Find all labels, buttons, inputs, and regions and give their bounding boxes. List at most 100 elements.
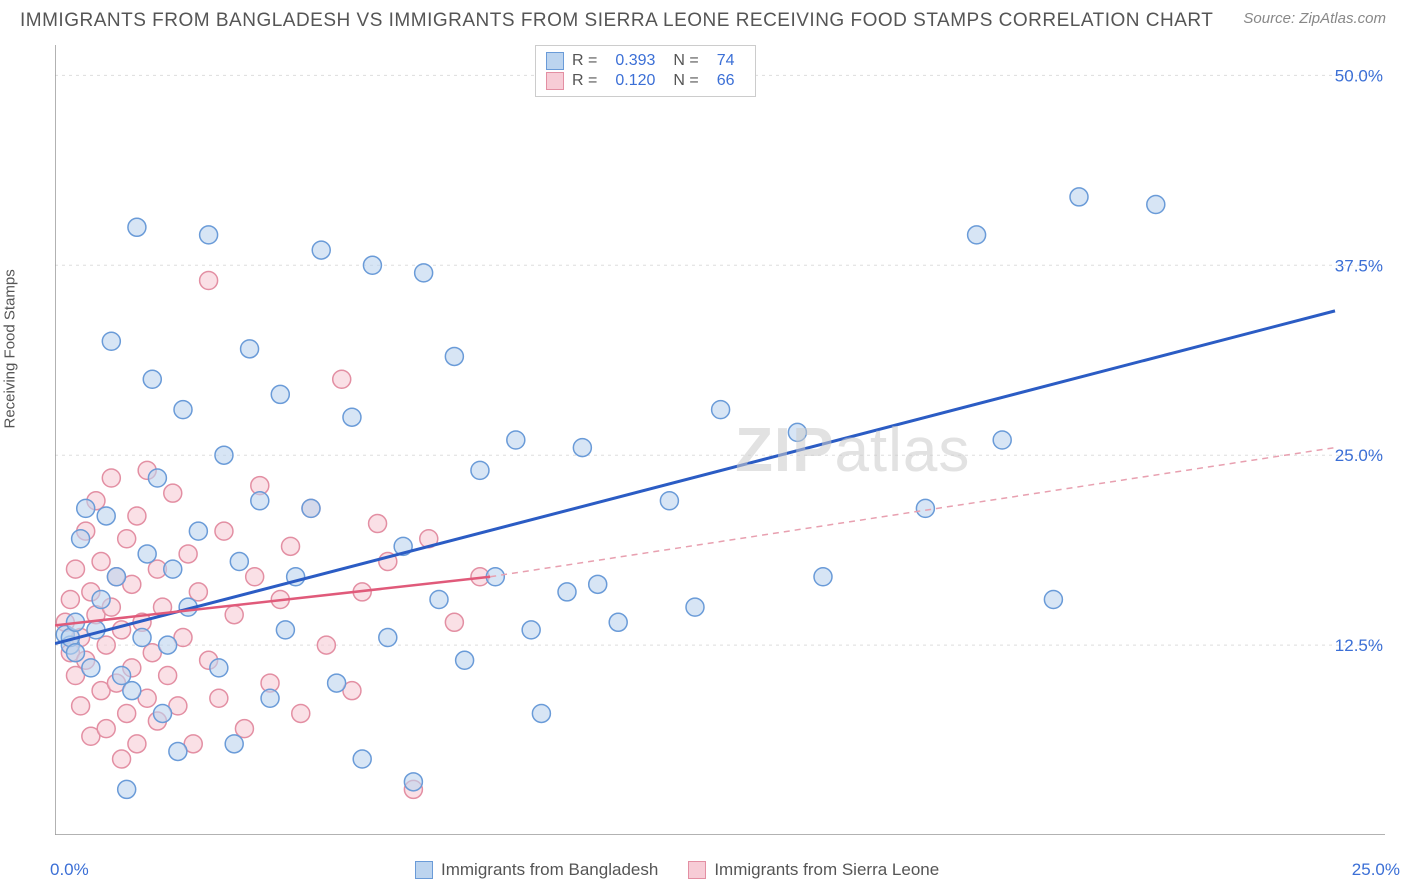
scatter-point-bangladesh — [589, 575, 607, 593]
chart-title: IMMIGRANTS FROM BANGLADESH VS IMMIGRANTS… — [20, 10, 1213, 32]
scatter-point-bangladesh — [169, 742, 187, 760]
y-axis-label: Receiving Food Stamps — [2, 269, 19, 428]
legend-correlation: R =0.393N =74R =0.120N =66 — [535, 45, 756, 97]
x-axis-origin-label: 0.0% — [50, 860, 89, 880]
scatter-point-bangladesh — [118, 780, 136, 798]
scatter-point-bangladesh — [133, 629, 151, 647]
scatter-point-sierra-leone — [66, 560, 84, 578]
scatter-point-bangladesh — [77, 499, 95, 517]
scatter-point-bangladesh — [445, 347, 463, 365]
scatter-point-bangladesh — [660, 492, 678, 510]
y-tick-label: 25.0% — [1335, 446, 1383, 465]
scatter-point-bangladesh — [200, 226, 218, 244]
scatter-point-sierra-leone — [179, 545, 197, 563]
scatter-point-sierra-leone — [215, 522, 233, 540]
scatter-point-bangladesh — [532, 704, 550, 722]
scatter-point-sierra-leone — [102, 469, 120, 487]
scatter-point-bangladesh — [215, 446, 233, 464]
n-label: N = — [673, 72, 698, 90]
legend-series-item: Immigrants from Bangladesh — [415, 860, 658, 880]
legend-series-item: Immigrants from Sierra Leone — [688, 860, 939, 880]
scatter-point-bangladesh — [456, 651, 474, 669]
n-label: N = — [673, 52, 698, 70]
scatter-point-bangladesh — [66, 644, 84, 662]
scatter-point-bangladesh — [148, 469, 166, 487]
scatter-point-bangladesh — [415, 264, 433, 282]
scatter-point-bangladesh — [261, 689, 279, 707]
scatter-point-bangladesh — [686, 598, 704, 616]
scatter-point-sierra-leone — [445, 613, 463, 631]
scatter-point-bangladesh — [143, 370, 161, 388]
scatter-point-bangladesh — [92, 591, 110, 609]
r-value: 0.120 — [615, 72, 655, 90]
legend-series-label: Immigrants from Sierra Leone — [714, 860, 939, 880]
legend-correlation-row: R = 0.120 N = 66 — [546, 72, 745, 90]
chart-area: 12.5%25.0%37.5%50.0% R =0.393N =74R =0.1… — [55, 45, 1385, 835]
scatter-point-bangladesh — [138, 545, 156, 563]
scatter-point-bangladesh — [558, 583, 576, 601]
scatter-point-bangladesh — [1044, 591, 1062, 609]
scatter-point-sierra-leone — [118, 704, 136, 722]
legend-correlation-row: R =0.393N =74 — [546, 52, 745, 70]
scatter-point-sierra-leone — [333, 370, 351, 388]
scatter-point-bangladesh — [276, 621, 294, 639]
scatter-point-bangladesh — [230, 553, 248, 571]
scatter-point-bangladesh — [968, 226, 986, 244]
scatter-point-bangladesh — [404, 773, 422, 791]
scatter-point-bangladesh — [251, 492, 269, 510]
scatter-point-bangladesh — [225, 735, 243, 753]
chart-source: Source: ZipAtlas.com — [1243, 10, 1386, 27]
scatter-point-bangladesh — [1147, 196, 1165, 214]
scatter-point-bangladesh — [712, 401, 730, 419]
scatter-point-bangladesh — [993, 431, 1011, 449]
scatter-point-bangladesh — [241, 340, 259, 358]
scatter-point-bangladesh — [154, 704, 172, 722]
scatter-point-bangladesh — [164, 560, 182, 578]
scatter-point-bangladesh — [430, 591, 448, 609]
scatter-point-bangladesh — [1070, 188, 1088, 206]
scatter-point-sierra-leone — [113, 750, 131, 768]
scatter-point-bangladesh — [128, 218, 146, 236]
legend-swatch — [546, 52, 564, 70]
scatter-point-bangladesh — [916, 499, 934, 517]
trendline-sierra-leone-extrapolated — [490, 448, 1335, 577]
scatter-point-sierra-leone — [225, 606, 243, 624]
scatter-point-bangladesh — [210, 659, 228, 677]
scatter-point-bangladesh — [353, 750, 371, 768]
scatter-point-bangladesh — [72, 530, 90, 548]
scatter-point-bangladesh — [107, 568, 125, 586]
scatter-point-bangladesh — [312, 241, 330, 259]
scatter-point-bangladesh — [814, 568, 832, 586]
scatter-point-bangladesh — [82, 659, 100, 677]
scatter-point-sierra-leone — [72, 697, 90, 715]
scatter-point-sierra-leone — [97, 720, 115, 738]
n-value: 66 — [717, 72, 735, 90]
legend-series: Immigrants from Bangladesh Immigrants fro… — [415, 860, 939, 880]
scatter-point-sierra-leone — [246, 568, 264, 586]
scatter-point-bangladesh — [97, 507, 115, 525]
r-label: R = — [572, 72, 597, 90]
legend-swatch — [688, 861, 706, 879]
legend-swatch — [546, 72, 564, 90]
scatter-point-sierra-leone — [200, 271, 218, 289]
scatter-point-bangladesh — [609, 613, 627, 631]
y-tick-label: 12.5% — [1335, 636, 1383, 655]
scatter-point-bangladesh — [573, 439, 591, 457]
scatter-point-bangladesh — [123, 682, 141, 700]
scatter-point-bangladesh — [102, 332, 120, 350]
legend-swatch — [415, 861, 433, 879]
y-tick-label: 50.0% — [1335, 66, 1383, 85]
scatter-point-sierra-leone — [92, 553, 110, 571]
scatter-point-bangladesh — [343, 408, 361, 426]
scatter-point-sierra-leone — [128, 735, 146, 753]
scatter-point-sierra-leone — [118, 530, 136, 548]
r-value: 0.393 — [615, 52, 655, 70]
x-axis-max-label: 25.0% — [1352, 860, 1400, 880]
scatter-point-bangladesh — [507, 431, 525, 449]
scatter-point-bangladesh — [271, 385, 289, 403]
legend-series-label: Immigrants from Bangladesh — [441, 860, 658, 880]
scatter-point-sierra-leone — [317, 636, 335, 654]
scatter-point-sierra-leone — [159, 666, 177, 684]
scatter-point-bangladesh — [379, 629, 397, 647]
scatter-point-sierra-leone — [128, 507, 146, 525]
